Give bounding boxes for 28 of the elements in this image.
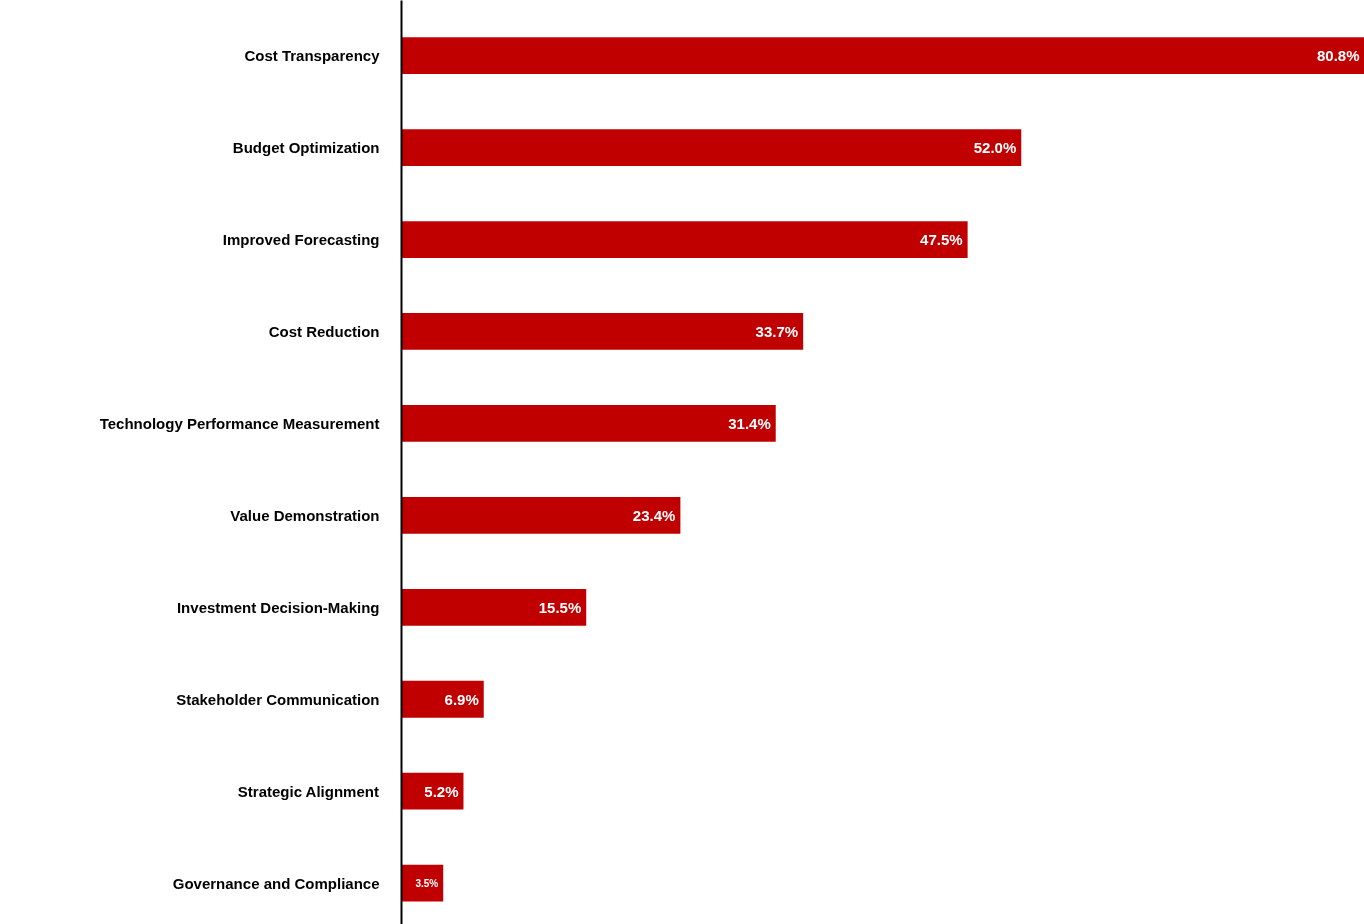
y-tick-label: Improved Forecasting (222, 231, 380, 249)
y-tick-label: Budget Optimization (232, 139, 380, 157)
data-label: 6.9% (444, 690, 479, 708)
y-tick-label: Stakeholder Communication (176, 690, 380, 708)
y-tick-label: Investment Decision-Making (176, 598, 380, 616)
y-tick-label: Strategic Alignment (237, 782, 379, 800)
bar (401, 221, 968, 258)
data-label: 15.5% (538, 598, 582, 616)
y-tick-label: Technology Performance Measurement (99, 414, 380, 432)
bar (401, 129, 1022, 166)
y-tick-label: Cost Reduction (268, 322, 380, 340)
bar (401, 405, 776, 442)
y-tick-label: Governance and Compliance (172, 874, 380, 892)
y-tick-label: Value Demonstration (230, 506, 380, 524)
data-label: 52.0% (973, 139, 1017, 157)
y-tick-label: Cost Transparency (244, 47, 381, 65)
bar (401, 588, 587, 626)
bar (401, 37, 1364, 75)
data-label: 31.4% (728, 414, 771, 432)
data-label: 3.5% (415, 877, 439, 889)
data-label: 33.7% (755, 322, 799, 340)
data-label: 47.5% (920, 231, 963, 249)
bar (401, 313, 804, 350)
bar (401, 496, 681, 534)
data-label: 23.4% (632, 506, 676, 524)
data-label: 5.2% (424, 782, 459, 800)
bar (401, 680, 484, 718)
data-label: 80.8% (1316, 47, 1360, 65)
